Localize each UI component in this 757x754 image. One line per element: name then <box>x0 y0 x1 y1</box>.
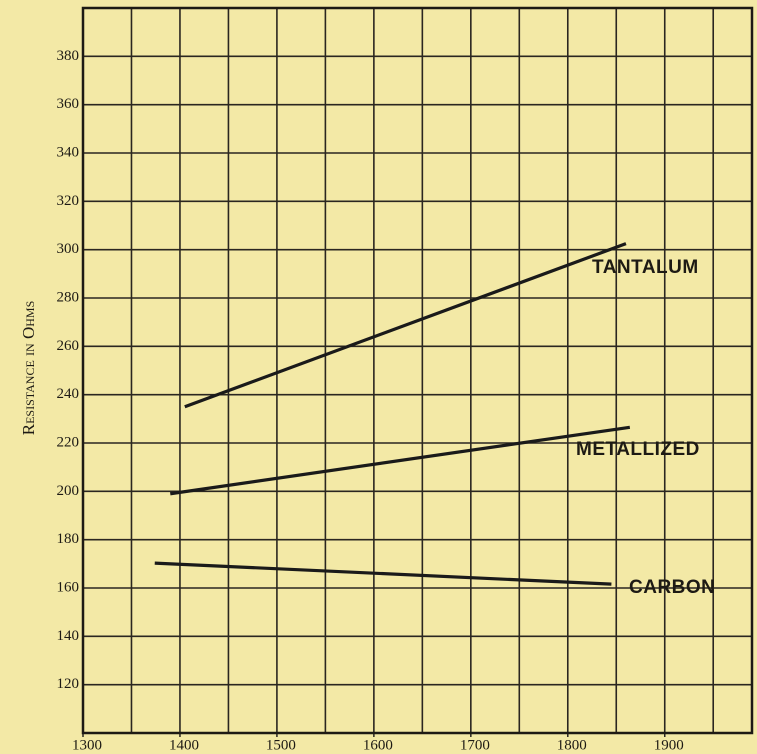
y-tick-label: 280 <box>57 289 80 305</box>
y-axis-label: Resistance in Ohms <box>19 301 38 436</box>
y-tick-label: 220 <box>57 434 80 450</box>
series-line <box>184 242 627 409</box>
series-label: CARBON <box>629 577 715 598</box>
series-line <box>170 425 631 496</box>
y-tick-label: 240 <box>57 386 80 402</box>
x-tick-label: 1900 <box>654 737 684 753</box>
y-tick-label: 120 <box>57 676 80 692</box>
y-tick-label: 340 <box>57 144 80 160</box>
y-tick-label: 260 <box>57 338 80 354</box>
y-tick-label: 200 <box>57 483 80 499</box>
y-tick-label: 380 <box>57 48 80 64</box>
y-tick-label: 140 <box>57 628 80 644</box>
y-tick-label: 180 <box>57 531 80 547</box>
series-label: TANTALUM <box>592 257 699 278</box>
y-tick-label: 160 <box>57 579 80 595</box>
x-tick-label: 1700 <box>460 737 490 753</box>
x-tick-label: 1800 <box>557 737 587 753</box>
y-tick-label: 360 <box>57 96 80 112</box>
plot-border <box>81 6 754 735</box>
y-tick-label: 300 <box>57 241 80 257</box>
y-tick-label: 320 <box>57 193 80 209</box>
x-tick-label: 1500 <box>266 737 296 753</box>
series-line <box>154 561 612 586</box>
x-tick-label: 1600 <box>363 737 393 753</box>
x-tick-label: 1300 <box>72 737 102 753</box>
series-label: METALLIZED <box>576 439 700 460</box>
x-tick-label: 1400 <box>169 737 199 753</box>
